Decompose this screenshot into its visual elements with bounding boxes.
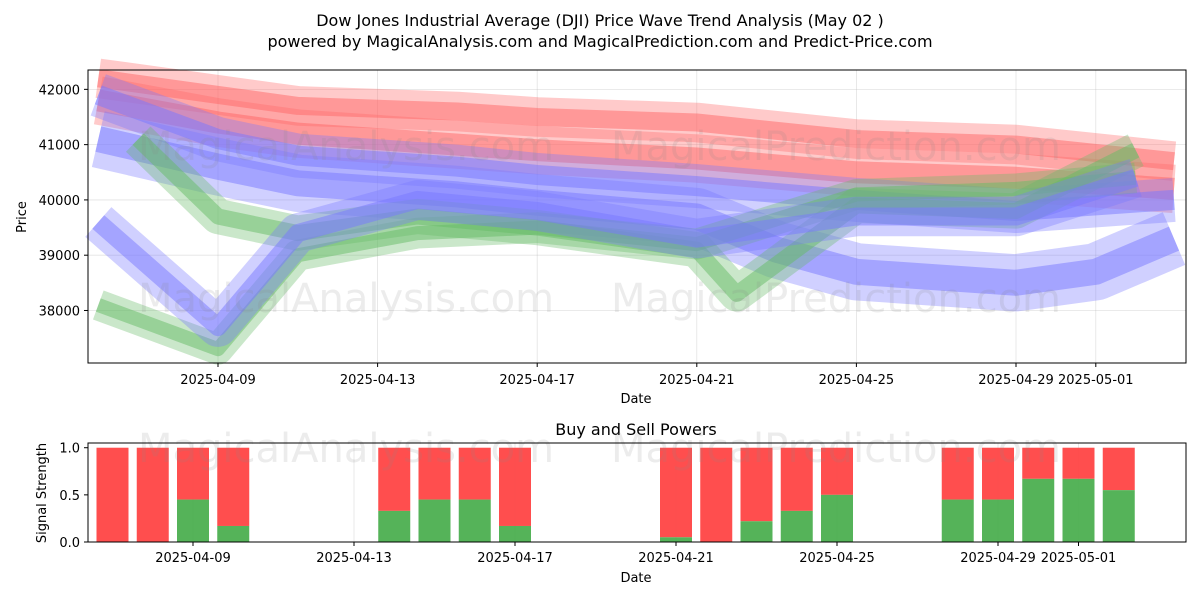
signal-watermarks: MagicalAnalysis.com MagicalPrediction.co… bbox=[138, 426, 1061, 472]
buy-bar bbox=[458, 499, 491, 542]
buy-bar bbox=[1022, 478, 1055, 542]
price-xtick-label: 2025-05-01 bbox=[1058, 373, 1134, 388]
sell-bar bbox=[821, 447, 853, 495]
buy-bar bbox=[418, 499, 451, 542]
price-ytick-label: 39000 bbox=[39, 249, 80, 264]
signal-xtick-label: 2025-05-01 bbox=[1041, 551, 1117, 566]
chart-title-line1: Dow Jones Industrial Average (DJI) Price… bbox=[316, 11, 884, 30]
signal-panel: Buy and Sell Powers MagicalAnalysis.com … bbox=[35, 420, 1187, 586]
sell-bar bbox=[177, 447, 209, 500]
price-band-red bbox=[97, 69, 1175, 171]
sell-bar bbox=[660, 447, 692, 538]
sell-bar bbox=[499, 447, 531, 526]
price-watermarks: MagicalAnalysis.com MagicalPrediction.co… bbox=[138, 124, 1061, 322]
watermark-prediction-3: MagicalPrediction.com bbox=[611, 426, 1061, 472]
price-frame bbox=[87, 69, 1187, 364]
signal-ytick-label: 0.0 bbox=[59, 536, 80, 551]
watermark-analysis: MagicalAnalysis.com bbox=[138, 124, 554, 170]
sell-bar bbox=[982, 447, 1014, 500]
buy-bar bbox=[941, 499, 974, 542]
price-xtick-label: 2025-04-09 bbox=[180, 373, 256, 388]
sell-bar bbox=[740, 447, 773, 522]
price-xtick-label: 2025-04-21 bbox=[659, 373, 735, 388]
price-band-blue bbox=[92, 169, 1139, 337]
watermark-prediction-2: MagicalPrediction.com bbox=[611, 276, 1061, 322]
price-xtick-label: 2025-04-29 bbox=[978, 373, 1054, 388]
buy-bar bbox=[982, 499, 1014, 542]
signal-ytick-label: 0.5 bbox=[59, 489, 80, 504]
price-ytick-label: 42000 bbox=[39, 83, 80, 98]
price-ytick-label: 38000 bbox=[39, 304, 80, 319]
signal-xtick-label: 2025-04-09 bbox=[155, 551, 231, 566]
price-ytick-label: 40000 bbox=[39, 194, 80, 209]
signal-xtick-label: 2025-04-17 bbox=[477, 551, 553, 566]
sell-bar bbox=[1102, 447, 1135, 491]
signal-title: Buy and Sell Powers bbox=[555, 420, 717, 439]
buy-bar bbox=[780, 510, 813, 542]
buy-bar bbox=[1062, 478, 1095, 542]
sell-bar bbox=[217, 447, 250, 526]
price-bands bbox=[85, 58, 1186, 365]
signal-ytick-label: 1.0 bbox=[59, 442, 80, 457]
price-xtick-label: 2025-04-13 bbox=[340, 373, 416, 388]
buy-bar bbox=[660, 537, 692, 542]
buy-bar bbox=[378, 510, 411, 542]
buy-bar bbox=[821, 494, 853, 542]
signal-xtick-label: 2025-04-25 bbox=[799, 551, 875, 566]
price-xtick-label: 2025-04-17 bbox=[499, 373, 575, 388]
sell-bar bbox=[941, 447, 974, 500]
sell-bar bbox=[96, 447, 129, 542]
signal-bars bbox=[96, 447, 1135, 542]
sell-bar bbox=[136, 447, 169, 542]
price-band-green bbox=[95, 170, 1137, 357]
chart-title-line2: powered by MagicalAnalysis.com and Magic… bbox=[267, 32, 932, 51]
sell-bar bbox=[700, 447, 733, 542]
price-band-blue bbox=[95, 126, 1180, 296]
watermark-prediction: MagicalPrediction.com bbox=[611, 124, 1061, 170]
buy-bar bbox=[1102, 490, 1135, 542]
buy-bar bbox=[177, 499, 209, 542]
sell-bar bbox=[458, 447, 491, 500]
watermark-analysis-2: MagicalAnalysis.com bbox=[138, 276, 554, 322]
signal-xtick-label: 2025-04-13 bbox=[316, 551, 392, 566]
sell-bar bbox=[378, 447, 411, 511]
signal-xtick-label: 2025-04-29 bbox=[960, 551, 1036, 566]
sell-bar bbox=[1022, 447, 1055, 479]
price-xtick-label: 2025-04-25 bbox=[819, 373, 895, 388]
sell-bar bbox=[780, 447, 813, 511]
signal-xtick-label: 2025-04-21 bbox=[638, 551, 714, 566]
buy-bar bbox=[740, 521, 773, 542]
buy-bar bbox=[217, 525, 250, 542]
price-ylabel: Price bbox=[15, 201, 30, 233]
signal-y-ticks: 0.0 0.5 1.0 bbox=[59, 442, 88, 551]
price-panel: MagicalAnalysis.com MagicalPrediction.co… bbox=[15, 58, 1187, 407]
sell-bar bbox=[418, 447, 451, 500]
price-band-red bbox=[96, 89, 1175, 200]
signal-xlabel: Date bbox=[620, 571, 651, 586]
signal-x-ticks: 2025-04-09 2025-04-13 2025-04-17 2025-04-21… bbox=[155, 542, 1116, 566]
price-xlabel: Date bbox=[620, 392, 651, 407]
price-x-ticks: 2025-04-09 2025-04-13 2025-04-17 2025-04-21… bbox=[180, 363, 1134, 388]
price-ytick-label: 41000 bbox=[39, 139, 80, 154]
signal-ylabel: Signal Strength bbox=[35, 443, 50, 543]
sell-bar bbox=[1062, 447, 1095, 479]
watermark-analysis-3: MagicalAnalysis.com bbox=[138, 426, 554, 472]
price-y-ticks: 38000 39000 40000 41000 42000 bbox=[39, 83, 88, 319]
signal-frame bbox=[87, 442, 1187, 543]
buy-bar bbox=[499, 525, 531, 542]
